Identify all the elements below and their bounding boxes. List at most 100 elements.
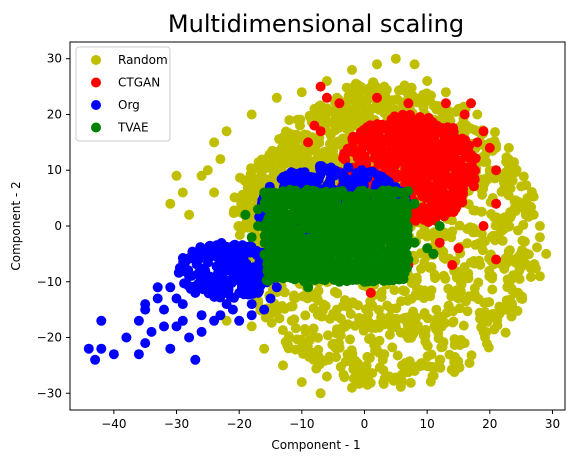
point — [266, 232, 277, 243]
point — [401, 263, 412, 274]
point — [159, 321, 169, 332]
point — [500, 327, 511, 338]
x-tick-label: 30 — [545, 417, 560, 431]
point — [409, 198, 420, 209]
point — [348, 249, 359, 259]
point — [367, 300, 378, 311]
point — [372, 59, 382, 70]
point — [401, 168, 411, 179]
y-tick-label: 0 — [54, 219, 62, 233]
point — [505, 183, 516, 194]
point — [464, 358, 475, 368]
point — [400, 242, 410, 253]
point — [361, 224, 372, 235]
point — [446, 291, 457, 302]
legend-label: Random — [118, 53, 168, 67]
point — [412, 320, 423, 331]
point — [140, 338, 151, 349]
point — [353, 238, 364, 249]
point — [365, 287, 376, 298]
point — [419, 214, 430, 225]
point — [503, 221, 513, 232]
point — [281, 126, 291, 137]
point — [209, 187, 220, 198]
point — [530, 263, 541, 274]
point — [259, 249, 270, 260]
point — [398, 232, 409, 243]
point — [510, 206, 521, 217]
point — [478, 221, 489, 231]
point — [458, 136, 469, 147]
point — [329, 247, 340, 258]
point — [458, 266, 469, 276]
point — [478, 314, 489, 325]
point — [521, 180, 532, 191]
point — [416, 263, 426, 274]
point — [165, 343, 176, 354]
point — [193, 254, 204, 265]
point — [314, 137, 325, 148]
point — [497, 304, 508, 315]
point — [437, 341, 448, 352]
point — [534, 221, 545, 231]
point — [389, 197, 400, 208]
point — [528, 209, 539, 220]
point — [459, 338, 470, 349]
point — [409, 59, 420, 70]
point — [297, 195, 308, 206]
point — [246, 299, 257, 310]
x-tick-label: −40 — [101, 417, 126, 431]
point — [492, 320, 503, 331]
point — [366, 104, 377, 114]
chart-title: Multidimensional scaling — [168, 10, 464, 38]
point — [389, 285, 400, 296]
point — [465, 257, 476, 268]
point — [516, 293, 527, 304]
legend-label: Org — [118, 98, 140, 112]
point — [384, 233, 395, 244]
point — [133, 315, 144, 326]
point — [505, 294, 515, 305]
point — [383, 185, 394, 196]
point — [184, 271, 195, 282]
point — [351, 190, 362, 201]
point — [347, 64, 357, 75]
point — [279, 287, 290, 298]
point — [229, 259, 240, 270]
point — [240, 176, 251, 187]
point — [503, 142, 514, 153]
y-axis-label: Component - 2 — [9, 181, 23, 270]
point — [484, 297, 495, 308]
point — [215, 154, 226, 165]
point — [421, 231, 432, 242]
point — [202, 276, 213, 287]
point — [325, 217, 336, 228]
point — [518, 171, 529, 182]
legend-marker — [91, 122, 101, 133]
point — [267, 161, 277, 172]
point — [422, 76, 433, 86]
point — [332, 288, 343, 299]
point — [371, 153, 382, 164]
point — [351, 92, 361, 103]
point — [209, 137, 220, 148]
point — [401, 211, 412, 221]
x-axis-label: Component - 1 — [271, 438, 360, 452]
point — [460, 177, 471, 188]
legend-marker — [91, 77, 101, 88]
point — [307, 347, 318, 358]
point — [152, 282, 163, 293]
point — [390, 271, 401, 282]
point — [462, 162, 473, 173]
point — [443, 283, 454, 294]
point — [347, 382, 357, 393]
point — [359, 371, 370, 382]
point — [265, 293, 276, 304]
point — [260, 312, 271, 323]
point — [304, 258, 315, 269]
point — [246, 109, 257, 120]
point — [339, 236, 350, 247]
point — [420, 336, 431, 347]
point — [227, 304, 238, 315]
y-tick-label: −30 — [37, 386, 62, 400]
